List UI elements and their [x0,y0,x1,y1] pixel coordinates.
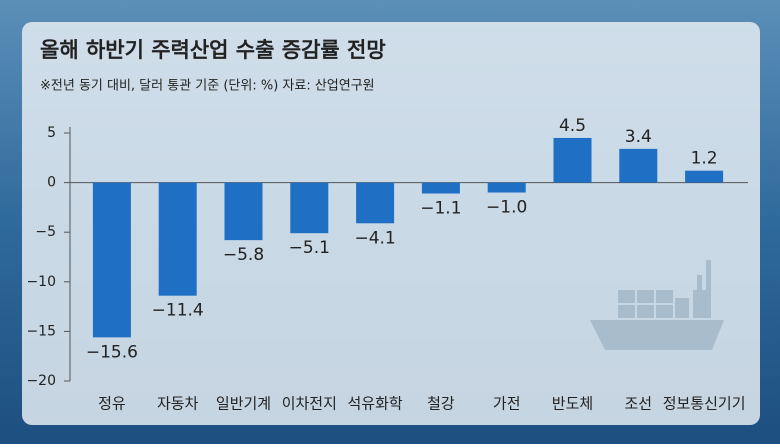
bar [290,182,329,234]
x-tick-label: 조선 [624,395,652,413]
y-tick-label: −20 [26,373,56,389]
panel [22,22,760,425]
value-label: 3.4 [625,127,652,147]
value-label: −5.8 [223,245,264,265]
bar [92,182,131,338]
chart-subtitle: ※전년 동기 대비, 달러 통관 기준 (단위: %) 자료: 산업연구원 [40,79,375,94]
y-tick-label: −5 [35,224,56,240]
value-label: −1.0 [486,198,527,218]
bar [158,182,197,296]
bar [421,182,460,194]
x-tick-label: 정보통신기기 [663,395,746,413]
bar [224,182,263,241]
y-tick-label: −15 [26,323,56,339]
y-tick-label: 5 [47,125,56,141]
value-label: −11.4 [152,301,204,321]
x-tick-label: 자동차 [157,395,199,413]
value-label: −1.1 [420,199,461,219]
x-tick-label: 석유화학 [347,395,402,413]
x-tick-label: 철강 [427,395,455,413]
bar [487,182,526,193]
x-tick-label: 일반기계 [216,395,271,413]
value-label: 1.2 [691,149,718,169]
bar [619,148,658,183]
x-tick-label: 정유 [98,395,126,413]
bar [685,170,724,183]
x-tick-label: 이차전지 [282,395,337,413]
value-label: 4.5 [559,116,586,136]
bar [553,137,592,183]
bar [356,182,395,224]
y-tick-label: 0 [47,175,56,191]
y-tick-label: −10 [26,274,56,290]
value-label: −4.1 [354,228,395,248]
x-tick-label: 가전 [493,395,521,413]
x-tick-label: 반도체 [552,395,593,413]
value-label: −5.1 [289,238,330,258]
chart-title: 올해 하반기 주력산업 수출 증감률 전망 [40,38,386,62]
ship-icon [590,260,724,350]
value-label: −15.6 [86,342,138,362]
